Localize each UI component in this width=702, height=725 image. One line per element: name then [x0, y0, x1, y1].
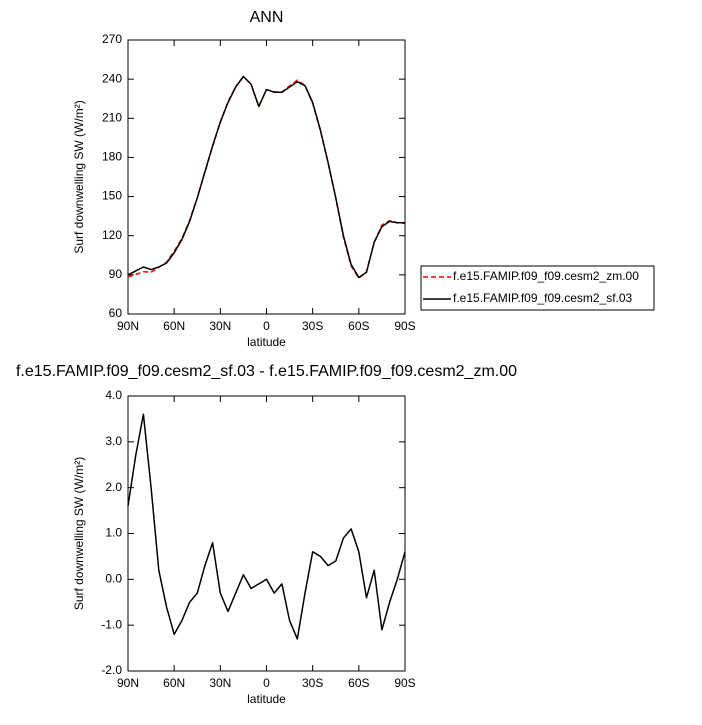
series-line: [127, 413, 406, 640]
y-tick-label: 0.0: [105, 572, 122, 586]
chart-title: f.e15.FAMIP.f09_f09.cesm2_sf.03 - f.e15.…: [16, 363, 517, 380]
legend-label: f.e15.FAMIP.f09_f09.cesm2_zm.00: [453, 269, 639, 283]
x-tick-label: 90N: [117, 319, 139, 333]
legend-label: f.e15.FAMIP.f09_f09.cesm2_sf.03: [453, 291, 633, 305]
x-tick-label: 30S: [302, 319, 323, 333]
x-tick-label: 60N: [163, 676, 185, 690]
chart-title: ANN: [250, 9, 284, 26]
plot-frame: [127, 395, 406, 672]
x-tick-label: 0: [263, 676, 270, 690]
y-tick-label: 120: [102, 228, 122, 242]
y-tick-label: -2.0: [101, 663, 122, 677]
x-tick-label: 90S: [394, 676, 415, 690]
y-tick-label: 150: [102, 189, 122, 203]
x-tick-label: 30N: [209, 676, 231, 690]
y-tick-label: 180: [102, 150, 122, 164]
y-tick-label: 1.0: [105, 526, 122, 540]
x-tick-label: 0: [263, 319, 270, 333]
series-line: [127, 75, 406, 279]
y-tick-label: 240: [102, 71, 122, 85]
x-axis-label: latitude: [247, 692, 286, 706]
legend-box: [420, 265, 655, 311]
x-tick-label: 60S: [348, 319, 369, 333]
x-axis-label: latitude: [247, 335, 286, 349]
y-tick-label: 90: [109, 267, 123, 281]
x-tick-label: 90S: [394, 319, 415, 333]
y-tick-label: 210: [102, 110, 122, 124]
y-tick-label: 2.0: [105, 480, 122, 494]
y-tick-label: 4.0: [105, 388, 122, 402]
y-axis-label: Surf downwelling SW (W/m²): [72, 457, 86, 610]
x-tick-label: 60N: [163, 319, 185, 333]
x-tick-label: 30N: [209, 319, 231, 333]
y-tick-label: 3.0: [105, 434, 122, 448]
series-line: [127, 75, 405, 279]
y-tick-label: 270: [102, 32, 122, 46]
y-tick-label: 60: [109, 306, 123, 320]
y-axis-label: Surf downwelling SW (W/m²): [72, 100, 86, 253]
y-tick-label: -1.0: [101, 617, 122, 631]
x-tick-label: 60S: [348, 676, 369, 690]
plot-frame: [127, 39, 406, 315]
x-tick-label: 30S: [302, 676, 323, 690]
x-tick-label: 90N: [117, 676, 139, 690]
